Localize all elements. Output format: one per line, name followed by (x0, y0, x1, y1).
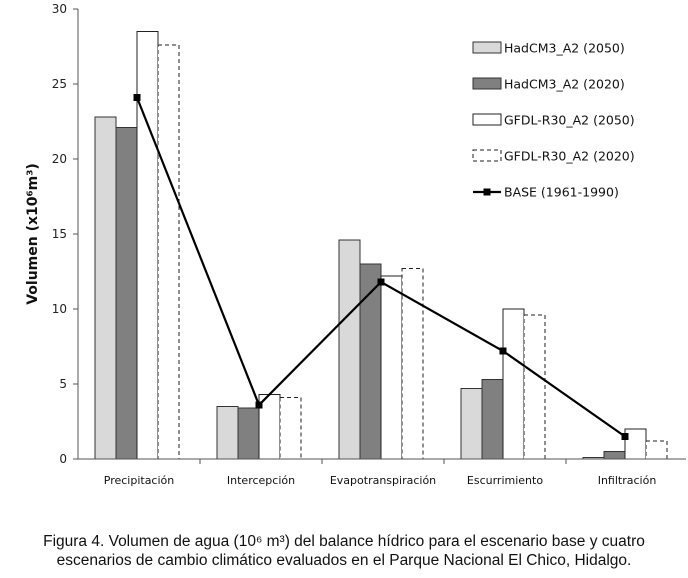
legend: HadCM3_A2 (2050) HadCM3_A2 (2020) GFDL-R30… (472, 41, 635, 200)
y-tick-label-0: 0 (59, 452, 67, 466)
legend-swatch-3 (472, 149, 502, 162)
bar-0-2 (338, 239, 361, 460)
y-tick-label-3: 15 (52, 227, 67, 241)
caption-line-1: Figura 4. Volumen de agua (10⁶ m³) del b… (43, 533, 645, 550)
base-point-2 (377, 278, 385, 286)
y-axis-ticks: 0 5 10 15 20 25 30 (52, 2, 78, 466)
caption-line-2: escenarios de cambio climático evaluados… (56, 552, 632, 569)
legend-label-4: BASE (1961-1990) (504, 185, 619, 200)
bar-3-4 (645, 440, 668, 460)
x-category-label-3: Escurrimiento (467, 474, 543, 487)
legend-label-1: HadCM3_A2 (2020) (504, 77, 625, 92)
y-tick-label-5: 25 (52, 77, 67, 91)
bar-chart: 0 5 10 15 20 25 30 Precipitación Intercepción Ev… (25, 2, 686, 487)
y-tick-label-6: 30 (52, 2, 67, 16)
bar-0-3 (460, 388, 483, 460)
legend-label-3: GFDL-R30_A2 (2020) (504, 149, 635, 164)
bar-1-3 (481, 379, 504, 460)
bar-3-0 (157, 44, 180, 460)
x-category-label-4: Infiltración (598, 474, 657, 487)
bar-2-2 (380, 275, 403, 460)
y-tick-label-4: 20 (52, 152, 67, 166)
x-axis-categories: Precipitación Intercepción Evapotranspirac… (104, 459, 657, 487)
base-point-1 (255, 401, 263, 409)
x-category-label-0: Precipitación (104, 474, 175, 487)
base-point-4 (621, 433, 629, 440)
y-axis-label: Volumen (x10⁶m³) (25, 163, 41, 305)
bar-1-4 (603, 451, 626, 460)
bar-group (94, 31, 668, 460)
y-tick-label-2: 10 (52, 302, 67, 316)
base-series-line (133, 94, 629, 440)
legend-label-0: HadCM3_A2 (2050) (504, 41, 625, 56)
x-category-label-2: Evapotranspiración (330, 474, 436, 487)
bar-2-3 (502, 308, 525, 460)
base-point-3 (499, 347, 507, 355)
bar-1-1 (237, 407, 260, 460)
bar-0-0 (94, 116, 117, 460)
bar-1-0 (115, 127, 138, 460)
legend-label-2: GFDL-R30_A2 (2050) (504, 113, 635, 128)
bar-3-1 (279, 397, 302, 460)
base-point-0 (133, 94, 141, 101)
bar-3-2 (401, 268, 424, 460)
legend-swatch-1 (472, 77, 502, 90)
legend-swatch-2 (472, 113, 502, 126)
bar-3-3 (523, 314, 546, 460)
legend-swatch-0 (472, 41, 502, 54)
bar-0-1 (216, 406, 239, 460)
x-category-label-1: Intercepción (227, 474, 295, 487)
figure-caption: Figura 4. Volumen de agua (10⁶ m³) del b… (0, 532, 688, 570)
y-tick-label-1: 5 (59, 377, 67, 391)
legend-marker-swatch (483, 188, 491, 196)
